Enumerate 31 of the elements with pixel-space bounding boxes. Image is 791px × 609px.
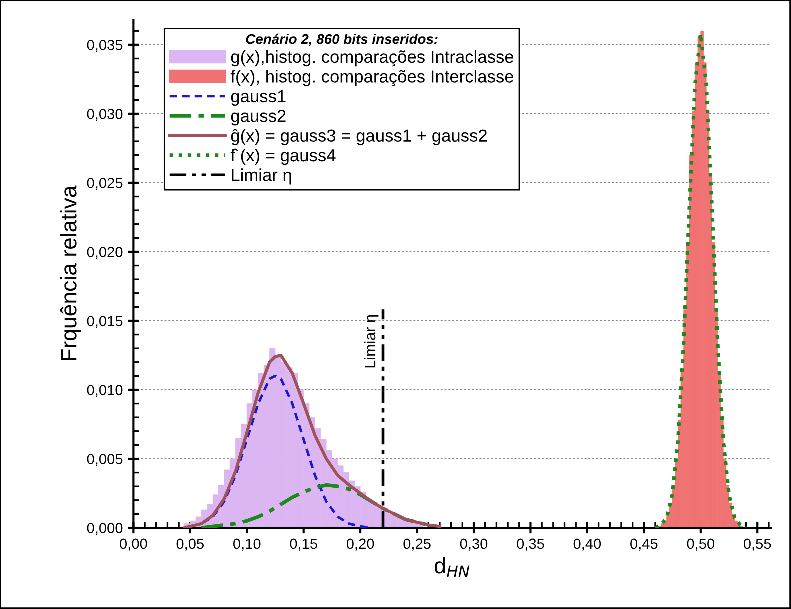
legend-title: Cenário 2, 860 bits inseridos: bbox=[246, 34, 438, 46]
legend-label: g(x),histog. comparações Intraclasse bbox=[231, 50, 514, 67]
legend-label: gauss1 bbox=[231, 90, 286, 106]
x-tick-label: 0,35 bbox=[517, 538, 544, 551]
x-tick-label: 0,15 bbox=[290, 538, 318, 551]
x-tick-label: 0,20 bbox=[346, 538, 374, 551]
legend-label: f(x), histog. comparações Interclasse bbox=[230, 70, 514, 86]
x-tick-label: 0,40 bbox=[574, 538, 602, 551]
x-tick-label: 0,50 bbox=[687, 538, 715, 551]
x-tick-label: 0,10 bbox=[234, 538, 261, 551]
y-tick-label: 0,020 bbox=[87, 247, 123, 260]
text: Limiar η bbox=[232, 168, 292, 185]
y-tick-label: 0,025 bbox=[87, 178, 123, 190]
x-tick-label: 0,05 bbox=[176, 538, 204, 551]
y-tick-label: 0,010 bbox=[87, 385, 123, 398]
legend-label: gauss2 bbox=[231, 110, 286, 126]
legend-label: ĝ(x) = gauss3 = gauss1 + gauss2 bbox=[231, 129, 487, 146]
y-tick-label: 0,035 bbox=[87, 40, 123, 52]
x-tick-label: 0,45 bbox=[630, 538, 658, 551]
y-tick-label: 0,030 bbox=[87, 109, 123, 122]
x-tick-label: 0,55 bbox=[744, 538, 772, 551]
y-axis-title: Frquência relativa bbox=[60, 186, 82, 361]
x-tick-label: 0,25 bbox=[404, 538, 431, 551]
y-tick-label: 0,005 bbox=[87, 454, 123, 466]
legend-label: f̂ (x) = gauss4 bbox=[230, 148, 336, 166]
x-tick-label: 0,00 bbox=[120, 538, 148, 551]
x-tick-label: 0,30 bbox=[460, 538, 488, 551]
ref-line-label: Limiar η bbox=[364, 316, 379, 368]
x-axis-title: d$_{HN}$ bbox=[435, 557, 470, 578]
y-tick-label: 0,015 bbox=[87, 316, 123, 328]
y-tick-label: 0,000 bbox=[87, 523, 123, 536]
